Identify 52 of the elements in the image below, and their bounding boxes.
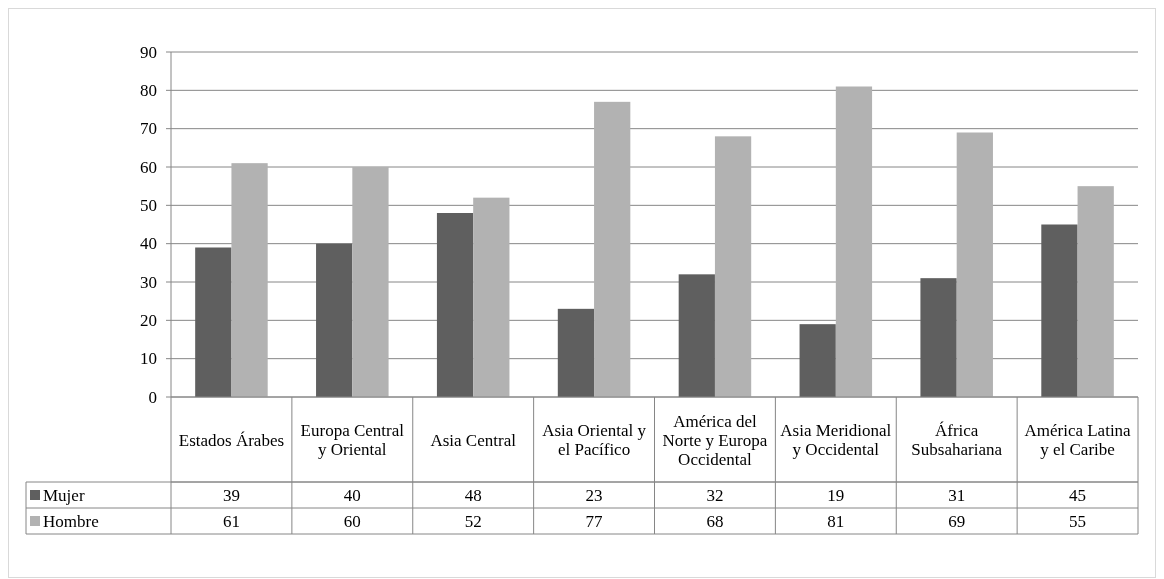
- x-tick-label: Europa Central y Oriental: [300, 420, 405, 459]
- data-label: 32: [706, 485, 724, 505]
- bar: [231, 163, 268, 397]
- data-label: 19: [827, 485, 845, 505]
- data-label: 52: [464, 511, 482, 531]
- data-label: 68: [706, 511, 724, 531]
- bar: [835, 86, 873, 397]
- x-tick-label: Asia Meridional y Occidental: [780, 420, 892, 459]
- bar: [594, 101, 631, 397]
- y-tick-label: 40: [140, 234, 157, 254]
- data-label: 60: [343, 511, 361, 531]
- data-label: 39: [222, 485, 240, 505]
- data-label: 81: [827, 511, 845, 531]
- y-tick-label: 50: [140, 195, 157, 215]
- data-label: 45: [1069, 485, 1087, 505]
- bar: [316, 243, 353, 397]
- bar: [557, 308, 595, 397]
- bar: [1041, 224, 1078, 397]
- data-label: 55: [1069, 511, 1087, 531]
- bar: [956, 132, 993, 397]
- data-label: 48: [464, 485, 482, 505]
- y-tick-label: 60: [140, 157, 157, 177]
- y-tick-label: 20: [140, 310, 157, 330]
- bar: [352, 167, 389, 397]
- data-label: 23: [585, 485, 603, 505]
- bar: [678, 274, 715, 397]
- x-tick-label: América del Norte y Europa Occidental: [662, 411, 768, 468]
- bar: [195, 247, 232, 397]
- bar: [714, 136, 752, 397]
- data-label: 69: [948, 511, 966, 531]
- bar: [920, 278, 957, 397]
- x-tick-label: Asia Central: [430, 430, 517, 449]
- y-tick-label: 0: [148, 387, 157, 407]
- data-label: 40: [343, 485, 361, 505]
- y-tick-label: 70: [140, 119, 157, 139]
- x-tick-label: Estados Árabes: [178, 430, 285, 449]
- bar: [436, 213, 474, 397]
- data-label: 77: [585, 511, 604, 531]
- legend-label: Hombre: [43, 511, 99, 531]
- bar: [1077, 186, 1114, 397]
- data-label: 31: [948, 485, 966, 505]
- y-tick-label: 80: [140, 80, 157, 100]
- bar: [473, 197, 510, 397]
- bar: [799, 324, 836, 397]
- x-tick-label: América Latina y el Caribe: [1024, 420, 1132, 459]
- y-tick-label: 30: [140, 272, 157, 292]
- x-tick-label: Asia Oriental y el Pacífico: [542, 420, 647, 459]
- y-tick-label: 90: [140, 42, 157, 62]
- data-label: 61: [222, 511, 240, 531]
- legend-label: Mujer: [43, 485, 85, 505]
- x-tick-label: África Subsahariana: [911, 420, 1003, 459]
- y-tick-label: 10: [140, 349, 157, 369]
